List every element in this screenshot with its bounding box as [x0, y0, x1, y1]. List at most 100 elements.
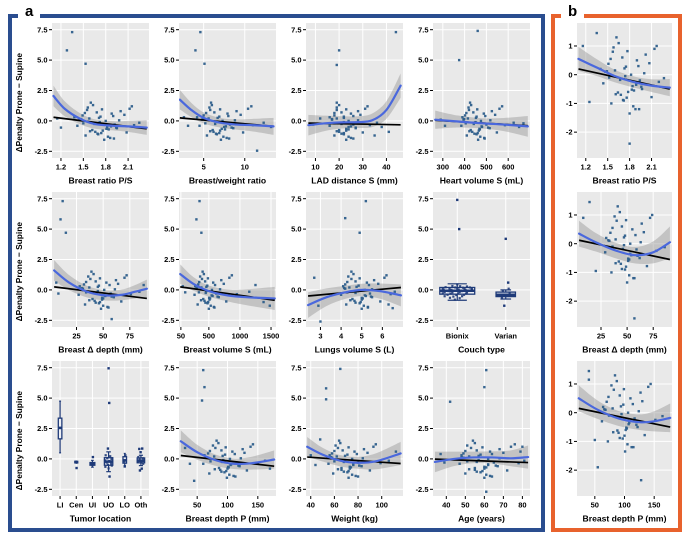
- data-point: [631, 84, 634, 88]
- data-point: [627, 274, 631, 277]
- svg-text:1: 1: [568, 380, 572, 389]
- svg-text:40: 40: [442, 501, 450, 510]
- data-point: [500, 105, 504, 108]
- svg-text:1.5: 1.5: [602, 163, 612, 172]
- data-point: [262, 300, 265, 304]
- data-point: [361, 131, 364, 134]
- data-point: [76, 124, 79, 127]
- data-point: [358, 231, 361, 234]
- data-point: [318, 117, 322, 120]
- plot-breast-depth-p-mm: 1 0 -1 -2 50 100 150 Breast depth P (mm): [566, 361, 672, 524]
- data-point: [218, 129, 222, 132]
- svg-text:5: 5: [202, 163, 206, 172]
- data-point: [623, 268, 627, 271]
- data-point: [354, 301, 357, 304]
- data-point: [385, 274, 388, 277]
- data-point: [637, 107, 641, 111]
- data-point: [607, 76, 611, 79]
- linear-fit-line: [578, 407, 671, 428]
- svg-text:UO: UO: [103, 501, 114, 510]
- data-point: [213, 283, 217, 287]
- data-point: [337, 49, 341, 52]
- svg-text:Bionix: Bionix: [446, 332, 470, 341]
- data-point: [475, 470, 478, 473]
- svg-text:-2.5: -2.5: [416, 316, 429, 325]
- data-point: [624, 218, 628, 222]
- data-point: [138, 121, 141, 124]
- data-point: [634, 233, 637, 237]
- data-point: [188, 462, 192, 465]
- data-point: [460, 124, 463, 127]
- data-point: [88, 117, 91, 120]
- data-point: [222, 135, 225, 138]
- data-point: [601, 405, 605, 409]
- data-point: [483, 467, 486, 470]
- data-point: [94, 280, 97, 283]
- data-point: [327, 462, 330, 465]
- svg-text:500: 500: [203, 332, 216, 341]
- data-point: [366, 105, 369, 108]
- data-point: [629, 242, 632, 245]
- smooth-fit-line: [179, 272, 276, 300]
- data-point: [496, 465, 499, 468]
- svg-text:6: 6: [380, 332, 384, 341]
- svg-text:600: 600: [502, 163, 515, 172]
- data-point: [348, 467, 351, 470]
- data-point: [194, 49, 197, 52]
- data-point: [461, 116, 464, 119]
- data-point: [103, 138, 106, 141]
- data-point: [357, 284, 360, 287]
- data-point: [333, 134, 336, 137]
- data-point: [213, 306, 216, 309]
- data-point: [509, 445, 513, 448]
- data-point: [108, 283, 111, 287]
- data-point: [213, 122, 217, 126]
- smooth-fit-line: [577, 57, 671, 89]
- data-point: [336, 468, 340, 471]
- data-point: [628, 421, 631, 424]
- data-point: [213, 111, 216, 114]
- panel-a-row-3: ΔPenalty Prone − Supine 7.5 5.0 2.5 0.0 -2.5 L…: [12, 356, 541, 525]
- data-point: [222, 282, 225, 286]
- data-point: [607, 395, 610, 399]
- data-point: [610, 102, 613, 105]
- data-point: [457, 58, 461, 62]
- panel-b: b 1 0 -1 -2 1.2 1.5 1.8 2.1 Breast ratio P/S 1 0 -1…: [551, 4, 682, 532]
- data-point: [64, 231, 68, 234]
- svg-text:2.5: 2.5: [418, 86, 428, 95]
- data-point: [328, 454, 331, 457]
- svg-text:2.5: 2.5: [291, 424, 301, 433]
- data-point: [142, 283, 145, 287]
- data-point: [233, 119, 237, 122]
- data-point: [98, 120, 101, 124]
- plot-breast-ratio-p-s: 1 0 -1 -2 1.2 1.5 1.8 2.1 Breast ratio P/S: [566, 23, 672, 186]
- data-point: [110, 112, 113, 115]
- data-point: [356, 475, 360, 478]
- data-point: [623, 434, 626, 437]
- data-point: [380, 125, 383, 129]
- data-point: [609, 231, 612, 234]
- data-point: [219, 468, 222, 472]
- plot-weight-kg: 7.5 5.0 2.5 0.0 -2.5 40 60 80 100 Weight (kg): [289, 361, 403, 524]
- data-point: [360, 465, 363, 468]
- svg-text:400: 400: [458, 163, 471, 172]
- data-point: [204, 111, 208, 115]
- data-point: [225, 476, 229, 479]
- data-point: [486, 126, 490, 129]
- data-point: [202, 114, 205, 117]
- data-point: [221, 454, 224, 458]
- x-axis-title: Couch type: [458, 345, 505, 355]
- data-point: [113, 288, 117, 291]
- svg-text:0.0: 0.0: [291, 117, 301, 126]
- data-point: [443, 124, 447, 127]
- svg-text:2.5: 2.5: [291, 255, 301, 264]
- data-point: [377, 282, 380, 286]
- data-point: [366, 451, 369, 455]
- svg-text:50: 50: [99, 332, 107, 341]
- data-point: [483, 137, 486, 140]
- svg-text:2.5: 2.5: [418, 424, 428, 433]
- svg-text:100: 100: [375, 501, 388, 510]
- data-point: [619, 93, 623, 97]
- data-point: [354, 291, 357, 295]
- svg-text:2.1: 2.1: [123, 163, 133, 172]
